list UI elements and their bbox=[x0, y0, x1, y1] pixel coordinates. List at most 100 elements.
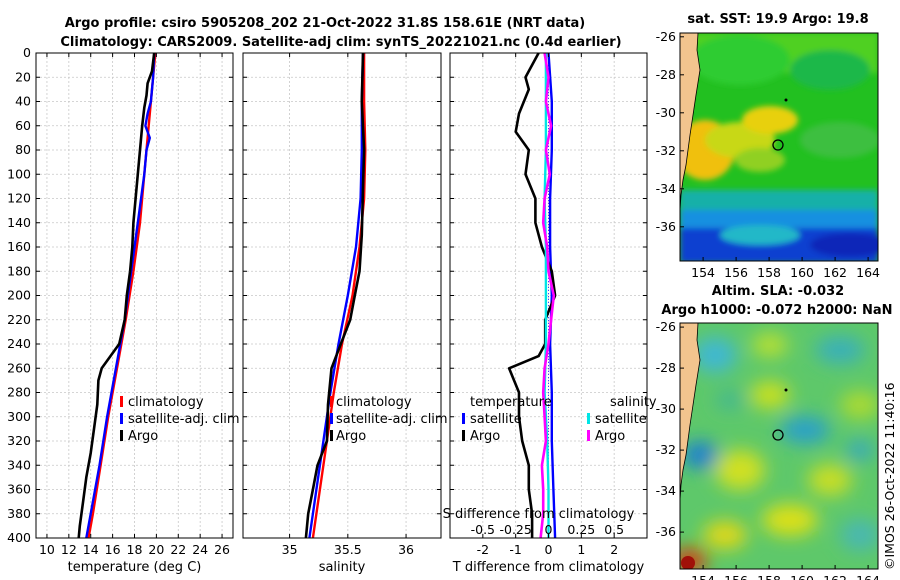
y-tick-label: 20 bbox=[15, 69, 31, 84]
figure-title-line1: Argo profile: csiro 5905208_202 21-Oct-2… bbox=[65, 16, 586, 31]
legend-climatology-swatch bbox=[120, 396, 123, 407]
legend-salinity-title: salinity bbox=[610, 395, 657, 410]
legend-temp-argo-swatch bbox=[462, 430, 465, 441]
difference-panel: -2 -1 0 1 2 T difference from climatology S di… bbox=[443, 52, 648, 575]
sst-map-title: sat. SST: 19.9 Argo: 19.8 bbox=[687, 12, 868, 27]
sst-warm-patch bbox=[742, 106, 798, 134]
map-x-tick-label: 156 bbox=[724, 573, 748, 580]
sla-field bbox=[680, 333, 878, 569]
sla-land-australia bbox=[680, 323, 701, 501]
x-tick-label: 0 bbox=[545, 542, 553, 557]
x-tick-label: 18 bbox=[127, 542, 143, 557]
x-tick-label: 35.5 bbox=[334, 542, 362, 557]
legend-climatology-swatch bbox=[330, 396, 333, 407]
y-tick-label: 120 bbox=[7, 191, 31, 206]
legend-satellite-swatch bbox=[120, 413, 123, 424]
series-line-argo bbox=[304, 52, 366, 539]
legend-argo-swatch bbox=[330, 430, 333, 441]
difference-legend: temperature satellite Argo salinity sate… bbox=[462, 395, 657, 444]
sst-island-dot bbox=[784, 98, 788, 102]
x-tick-label: 26 bbox=[214, 542, 230, 557]
sst-patch bbox=[735, 148, 785, 172]
x-tick-label: 20 bbox=[148, 542, 164, 557]
map-y-tick-label: -30 bbox=[656, 401, 676, 416]
map-x-tick-label: 160 bbox=[790, 573, 814, 580]
y-tick-label: 60 bbox=[15, 118, 31, 133]
map-y-tick-label: -26 bbox=[656, 319, 676, 334]
series-line-argo bbox=[77, 52, 156, 539]
y-tick-label: 180 bbox=[7, 263, 31, 278]
sla-map-title-line1: Altim. SLA: -0.032 bbox=[712, 284, 844, 299]
legend-satellite-label: satellite-adj. clim bbox=[336, 412, 448, 427]
legend-temp-satellite-label: satellite bbox=[470, 412, 522, 427]
sla-high bbox=[715, 450, 765, 490]
watermark: ©IMOS 26-Oct-2022 11:40:16 bbox=[882, 382, 897, 570]
y-tick-label: 80 bbox=[15, 142, 31, 157]
map-x-tick-label: 154 bbox=[691, 573, 715, 580]
x-tick-label: 12 bbox=[61, 542, 77, 557]
s-tick-label: 0 bbox=[545, 522, 553, 537]
sst-patch bbox=[690, 35, 790, 85]
y-tick-label: 0 bbox=[23, 45, 31, 60]
x-tick-label: 2 bbox=[610, 542, 618, 557]
s-tick-label: 0.25 bbox=[567, 522, 595, 537]
x-axis-label: T difference from climatology bbox=[452, 560, 645, 575]
sst-patch bbox=[800, 122, 878, 158]
sst-argo-marker bbox=[772, 139, 784, 151]
sst-land-australia bbox=[680, 33, 701, 211]
x-axis-label: temperature (deg C) bbox=[68, 560, 202, 575]
salinity-legend: climatology satellite-adj. clim Argo bbox=[330, 395, 448, 444]
y-tick-label: 160 bbox=[7, 239, 31, 254]
map-x-tick-label: 156 bbox=[724, 265, 748, 280]
x-tick-label: 35 bbox=[282, 542, 298, 557]
legend-satellite-label: satellite-adj. clim bbox=[128, 412, 240, 427]
x-tick-label: 36 bbox=[398, 542, 414, 557]
sla-island-dot bbox=[784, 388, 788, 392]
map-x-tick-label: 162 bbox=[823, 265, 847, 280]
sst-patch bbox=[790, 50, 870, 90]
legend-sal-argo-swatch bbox=[587, 430, 590, 441]
y-tick-label: 340 bbox=[7, 457, 31, 472]
sla-high bbox=[750, 381, 790, 409]
map-y-tick-label: -34 bbox=[656, 483, 676, 498]
legend-satellite-swatch bbox=[330, 413, 333, 424]
sst-field bbox=[680, 33, 878, 261]
x-tick-label: 16 bbox=[105, 542, 121, 557]
sla-map-axes: 154 156 158 160 162 164 -26 -28 -30 -32 -34 -36 bbox=[656, 319, 880, 580]
map-y-tick-label: -32 bbox=[656, 442, 676, 457]
map-y-tick-label: -36 bbox=[656, 219, 676, 234]
map-y-tick-label: -26 bbox=[656, 29, 676, 44]
series-line-salinity-argo bbox=[539, 52, 556, 539]
y-tick-label: 300 bbox=[7, 409, 31, 424]
map-y-tick-label: -30 bbox=[656, 105, 676, 120]
x-axis-label: salinity bbox=[319, 560, 366, 575]
map-y-tick-label: -28 bbox=[656, 67, 676, 82]
sla-high bbox=[703, 521, 747, 549]
map-x-tick-label: 162 bbox=[823, 573, 847, 580]
sla-low bbox=[840, 519, 878, 551]
x-tick-label: 10 bbox=[39, 542, 55, 557]
y-tick-label: 140 bbox=[7, 215, 31, 230]
map-y-tick-label: -32 bbox=[656, 143, 676, 158]
legend-sal-satellite-label: satellite bbox=[595, 412, 647, 427]
sla-high bbox=[840, 391, 878, 419]
legend-temp-argo-label: Argo bbox=[470, 429, 500, 444]
y-tick-label: 200 bbox=[7, 288, 31, 303]
y-tick-label: 260 bbox=[7, 360, 31, 375]
sla-high bbox=[762, 504, 818, 536]
s-tick-label: 0.5 bbox=[604, 522, 624, 537]
y-tick-label: 100 bbox=[7, 166, 31, 181]
map-y-tick-label: -36 bbox=[656, 524, 676, 539]
sla-low bbox=[780, 416, 830, 444]
map-x-tick-label: 164 bbox=[856, 265, 880, 280]
sla-map-title-line2: Argo h1000: -0.072 h2000: NaN bbox=[661, 303, 892, 318]
y-tick-label: 380 bbox=[7, 506, 31, 521]
y-tick-label: 280 bbox=[7, 385, 31, 400]
series-line-temperature-satellite bbox=[547, 52, 557, 539]
s-tick-label: -0.25 bbox=[499, 522, 531, 537]
sst-patch bbox=[810, 233, 878, 257]
sla-map-frame bbox=[679, 322, 879, 570]
sst-map-axes: 154 156 158 160 162 164 -26 -28 -30 -32 -34 -36 bbox=[656, 29, 880, 280]
s-axis-label: S difference from climatology bbox=[443, 507, 635, 522]
